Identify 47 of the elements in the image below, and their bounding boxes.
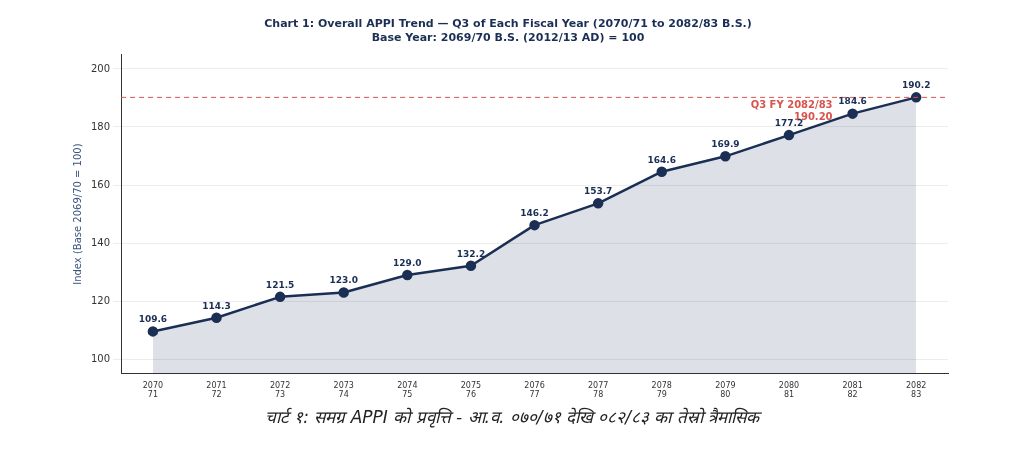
point [465, 260, 477, 272]
x-tick-label: 2082 83 [906, 380, 927, 400]
x-tick-label: 2078 79 [651, 380, 672, 400]
data-label: 123.0 [329, 275, 358, 286]
x-tick-label: 2077 78 [587, 380, 609, 400]
x-tick-label: 2079 80 [715, 380, 736, 400]
text: Base Year: 2069/70 B.S. (2012/13 AD) = 100 [371, 30, 645, 44]
point [529, 219, 540, 231]
x-tick-label: 2081 82 [842, 380, 863, 400]
point [656, 166, 668, 177]
x-tick-label: 2072 73 [269, 380, 291, 400]
y-tick-label: 200 [90, 62, 111, 74]
data-label: 146.2 [520, 207, 549, 218]
y-tick-label: 140 [90, 236, 111, 248]
x-tick-label: 2075 76 [460, 380, 482, 400]
x-tick-label: 2071 72 [206, 380, 227, 400]
data-label: 132.2 [456, 248, 486, 259]
point [592, 198, 604, 209]
data-label: 184.6 [838, 96, 867, 107]
point [338, 287, 349, 298]
y-tick-label: 100 [90, 352, 111, 364]
x-tick-label: 2076 77 [524, 380, 545, 400]
point [402, 269, 413, 281]
point [783, 129, 795, 141]
y-tick-label: 180 [90, 120, 111, 132]
y-axis-title: Index (Base 2069/70 = 100) [71, 143, 83, 285]
x-tick-label: 2074 75 [397, 380, 418, 400]
data-label: 121.5 [265, 279, 295, 290]
y-tick-label: 160 [90, 178, 111, 190]
x-tick-label: 2073 74 [333, 380, 354, 400]
text: Chart 1: Overall APPI Trend — Q3 of Each Fiscal Year (2070/71 to 2082/83 B.S.) [264, 17, 752, 31]
data-label: 114.3 [202, 300, 231, 311]
point [147, 326, 159, 337]
data-label: 153.7 [583, 186, 613, 197]
text: चार्ट १: समग्र APPI को प्रवृत्ति - आ.व. ०७०/७१ देखि ०८२/८३ का तेस्रो त्रैमासिक [263, 406, 763, 428]
data-label: 190.2 [901, 80, 931, 91]
point [274, 291, 286, 303]
data-label: 169.9 [711, 139, 740, 150]
point [211, 312, 222, 324]
x-tick-label: 2080 81 [778, 380, 800, 400]
data-label: 109.6 [138, 314, 168, 325]
y-tick-label: 120 [90, 294, 111, 306]
data-label: 129.0 [393, 257, 422, 268]
point [720, 151, 731, 162]
data-label: 164.6 [647, 154, 676, 165]
point [847, 108, 858, 119]
x-tick-label: 2070 71 [142, 380, 164, 400]
